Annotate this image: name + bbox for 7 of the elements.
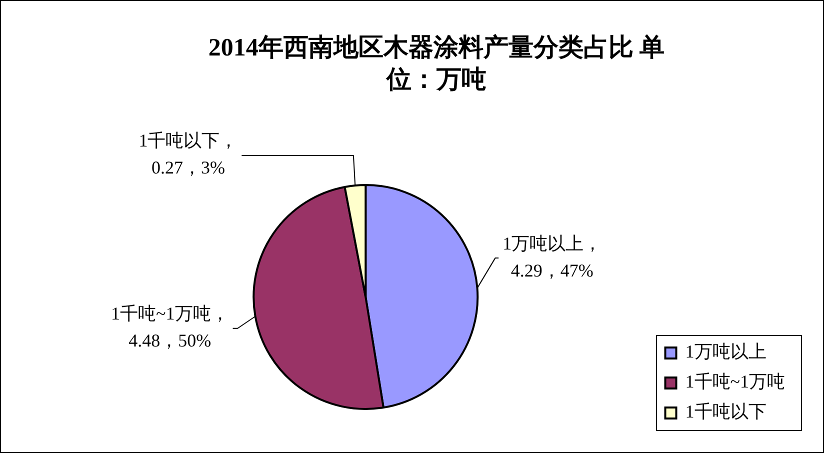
chart-title: 2014年西南地区木器涂料产量分类占比 单位：万吨	[208, 33, 665, 94]
data-label: 1千吨以下， 0.27，3%	[138, 130, 238, 178]
data-label: 1万吨以上， 4.29，47%	[502, 233, 602, 280]
data-label: 1千吨~1万吨， 4.48，50%	[111, 304, 229, 351]
legend-label: 1万吨以上	[685, 342, 766, 362]
legend-label: 1千吨~1万吨	[685, 372, 786, 392]
legend-label: 1千吨以下	[685, 402, 766, 422]
